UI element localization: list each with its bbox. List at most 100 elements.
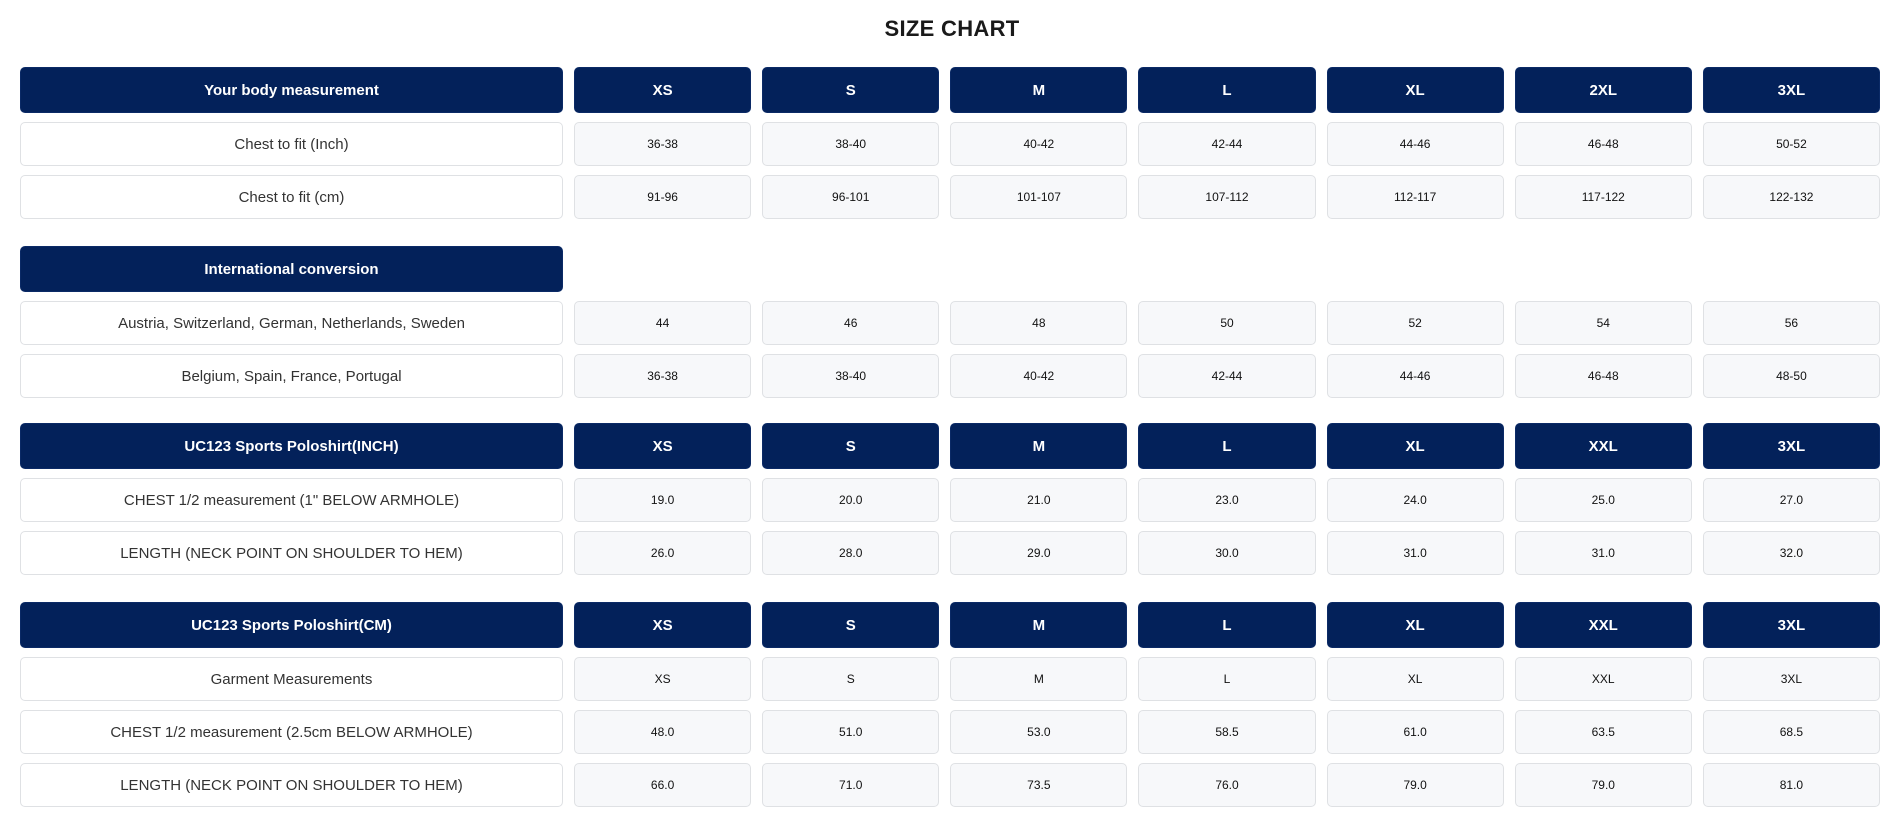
row-label: Belgium, Spain, France, Portugal [20, 354, 563, 398]
size-header-cell: XL [1326, 423, 1504, 469]
value-cell: 54 [1514, 301, 1692, 345]
table-row: Belgium, Spain, France, Portugal 36-38 38-… [20, 354, 1880, 398]
value-cell: 31.0 [1326, 531, 1504, 575]
table-row: LENGTH (NECK POINT ON SHOULDER TO HEM) 26… [20, 531, 1880, 575]
value-cell: 46-48 [1514, 354, 1692, 398]
table-row: Garment Measurements XS S M L XL XXL 3XL [20, 657, 1880, 701]
size-header-cell: L [1138, 423, 1316, 469]
value-cell: L [1138, 657, 1316, 701]
value-cell: 112-117 [1326, 175, 1504, 219]
section-header-label: UC123 Sports Poloshirt(INCH) [20, 423, 563, 469]
value-cell: 79.0 [1514, 763, 1692, 807]
value-cell: 68.5 [1702, 710, 1880, 754]
value-cell: XL [1326, 657, 1504, 701]
value-cell: 51.0 [762, 710, 940, 754]
value-cell: 58.5 [1138, 710, 1316, 754]
value-cell: 63.5 [1514, 710, 1692, 754]
value-cell: 96-101 [762, 175, 940, 219]
value-cell: 27.0 [1702, 478, 1880, 522]
value-cell: 21.0 [950, 478, 1128, 522]
value-cell: XXL [1514, 657, 1692, 701]
section-header-row: UC123 Sports Poloshirt(INCH) XS S M L XL XXL 3X… [20, 423, 1880, 469]
table-row: Chest to fit (Inch) 36-38 38-40 40-42 42-44 4… [20, 122, 1880, 166]
size-header-cell: 2XL [1514, 67, 1692, 113]
value-cell: 30.0 [1138, 531, 1316, 575]
value-cell: 48.0 [574, 710, 752, 754]
page-title: SIZE CHART [884, 16, 1020, 41]
size-header-cell: 3XL [1702, 67, 1880, 113]
size-header-cell: XS [574, 602, 752, 648]
value-cell: 20.0 [762, 478, 940, 522]
value-cell: 28.0 [762, 531, 940, 575]
value-cell: 42-44 [1138, 354, 1316, 398]
value-cell: 81.0 [1702, 763, 1880, 807]
size-header-cell: S [762, 67, 940, 113]
size-section: International conversion Austria, Switzer… [20, 246, 1880, 407]
size-section: Your body measurement XS S M L XL 2XL 3XL Chest … [20, 67, 1880, 228]
value-cell: 117-122 [1514, 175, 1692, 219]
value-cell: 48 [950, 301, 1128, 345]
value-cell: 79.0 [1326, 763, 1504, 807]
value-cell: 31.0 [1514, 531, 1692, 575]
row-label: Chest to fit (cm) [20, 175, 563, 219]
size-header-cell: XL [1326, 602, 1504, 648]
value-cell: 19.0 [574, 478, 752, 522]
size-header-cell: XL [1326, 67, 1504, 113]
table-row: CHEST 1/2 measurement (2.5cm BELOW ARMHO… [20, 710, 1880, 754]
value-cell: 46-48 [1514, 122, 1692, 166]
section-header-label: International conversion [20, 246, 563, 292]
size-header-cell: L [1138, 602, 1316, 648]
row-label: Austria, Switzerland, German, Netherland… [20, 301, 563, 345]
size-header-cell: 3XL [1702, 602, 1880, 648]
value-cell: 76.0 [1138, 763, 1316, 807]
size-header-cell: XS [574, 423, 752, 469]
section-header-row: International conversion [20, 246, 1880, 292]
size-header-cell: M [950, 67, 1128, 113]
row-label: Chest to fit (Inch) [20, 122, 563, 166]
value-cell: 61.0 [1326, 710, 1504, 754]
size-header-cell: XXL [1514, 602, 1692, 648]
value-cell: 32.0 [1702, 531, 1880, 575]
value-cell: 25.0 [1514, 478, 1692, 522]
value-cell: 44-46 [1326, 122, 1504, 166]
section-header-row: Your body measurement XS S M L XL 2XL 3XL [20, 67, 1880, 113]
value-cell: 3XL [1702, 657, 1880, 701]
value-cell: 44-46 [1326, 354, 1504, 398]
section-header-label: Your body measurement [20, 67, 563, 113]
value-cell: 48-50 [1702, 354, 1880, 398]
value-cell: 50 [1138, 301, 1316, 345]
value-cell: 38-40 [762, 122, 940, 166]
table-row: Chest to fit (cm) 91-96 96-101 101-107 107-1… [20, 175, 1880, 219]
value-cell: 23.0 [1138, 478, 1316, 522]
value-cell: 46 [762, 301, 940, 345]
value-cell: M [950, 657, 1128, 701]
value-cell: 66.0 [574, 763, 752, 807]
row-label: LENGTH (NECK POINT ON SHOULDER TO HEM) [20, 763, 563, 807]
value-cell: 101-107 [950, 175, 1128, 219]
table-row: CHEST 1/2 measurement (1" BELOW ARMHOLE)… [20, 478, 1880, 522]
value-cell: 91-96 [574, 175, 752, 219]
value-cell: 107-112 [1138, 175, 1316, 219]
size-header-cell: XXL [1514, 423, 1692, 469]
value-cell: 36-38 [574, 354, 752, 398]
value-cell: 52 [1326, 301, 1504, 345]
value-cell: 24.0 [1326, 478, 1504, 522]
value-cell: 40-42 [950, 354, 1128, 398]
value-cell: 40-42 [950, 122, 1128, 166]
size-header-cell: S [762, 423, 940, 469]
size-header-cell: M [950, 423, 1128, 469]
value-cell: 38-40 [762, 354, 940, 398]
value-cell: 53.0 [950, 710, 1128, 754]
row-label: CHEST 1/2 measurement (2.5cm BELOW ARMHO… [20, 710, 563, 754]
value-cell: 122-132 [1702, 175, 1880, 219]
value-cell: 42-44 [1138, 122, 1316, 166]
value-cell: 36-38 [574, 122, 752, 166]
section-header-label: UC123 Sports Poloshirt(CM) [20, 602, 563, 648]
value-cell: 50-52 [1702, 122, 1880, 166]
value-cell: 56 [1702, 301, 1880, 345]
row-label: CHEST 1/2 measurement (1" BELOW ARMHOLE) [20, 478, 563, 522]
size-section: UC123 Sports Poloshirt(INCH) XS S M L XL XXL 3X… [20, 423, 1880, 584]
section-header-row: UC123 Sports Poloshirt(CM) XS S M L XL XXL 3XL [20, 602, 1880, 648]
value-cell: 71.0 [762, 763, 940, 807]
size-header-cell: 3XL [1702, 423, 1880, 469]
